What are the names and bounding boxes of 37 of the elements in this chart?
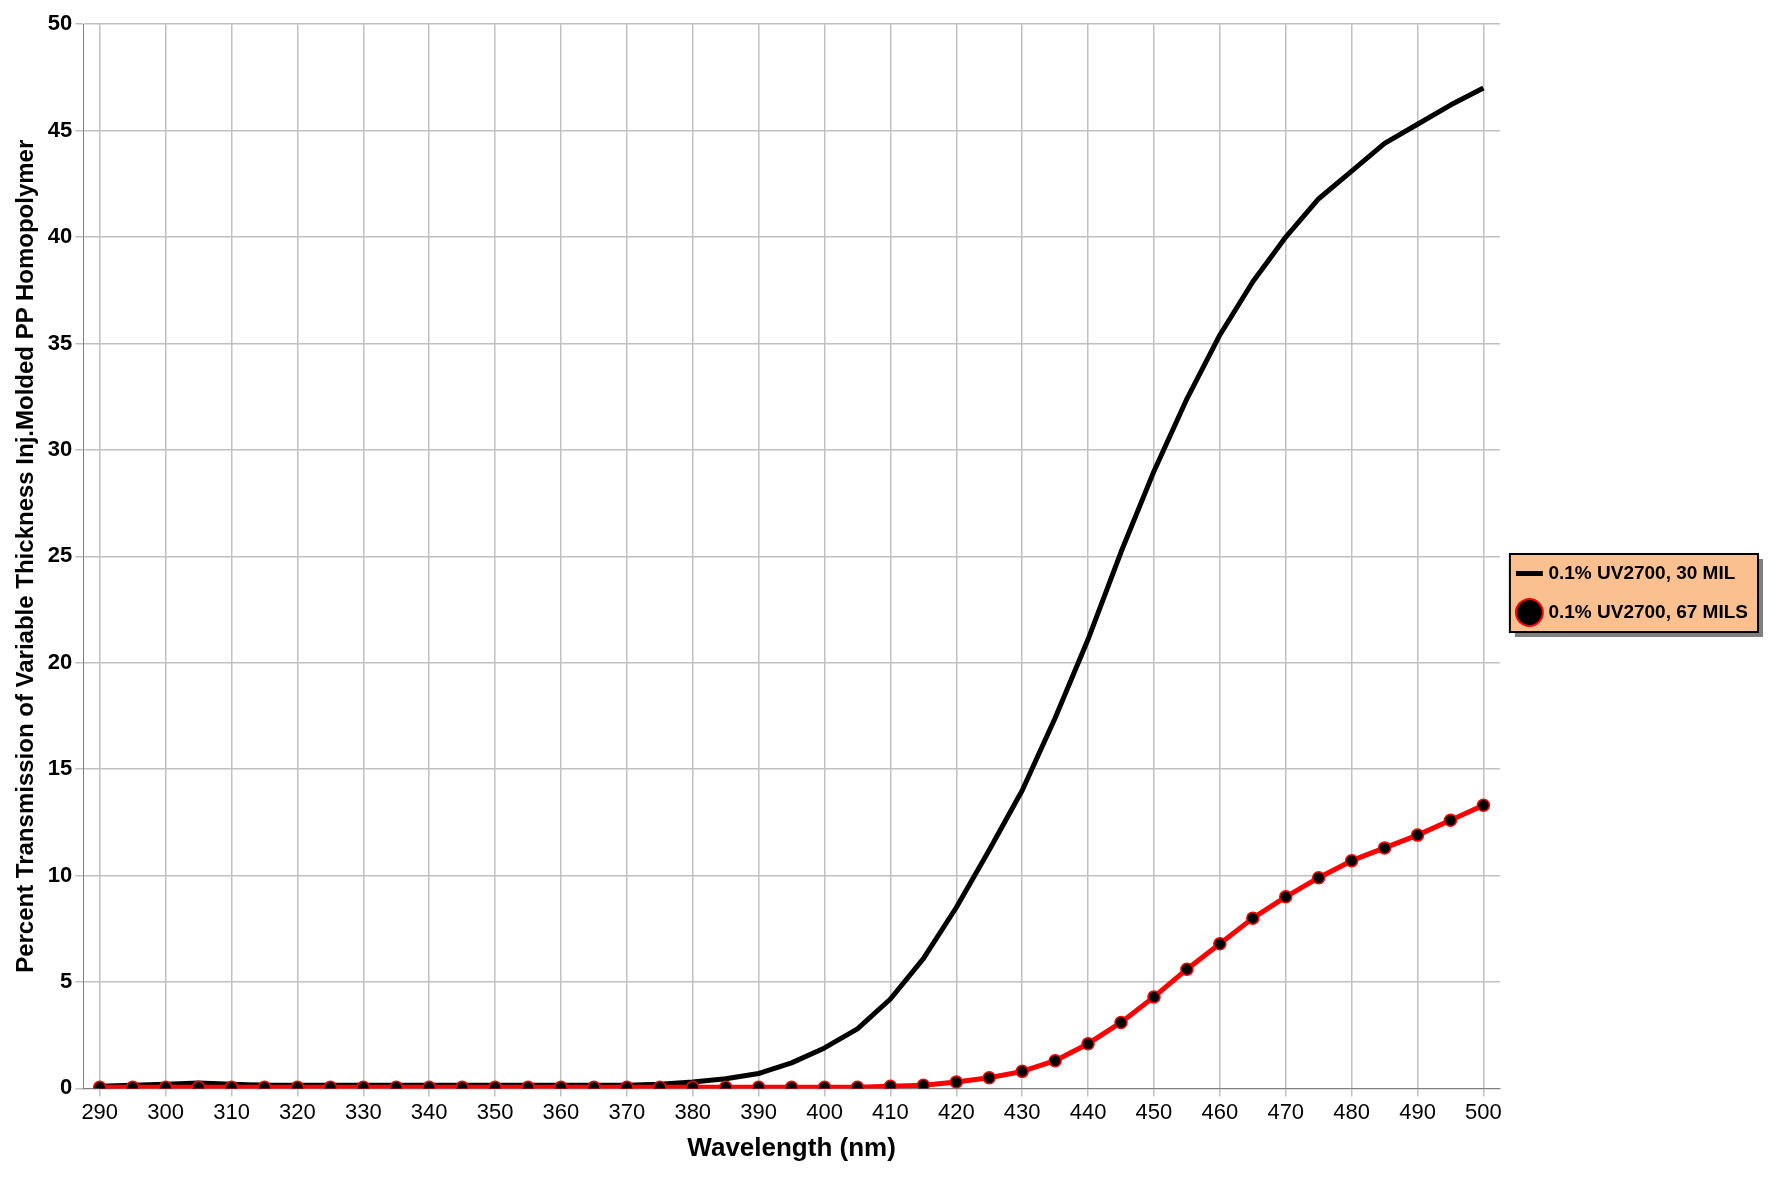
x-tick-label: 310 <box>213 1098 250 1124</box>
y-tick-label: 20 <box>47 648 73 674</box>
x-tick-label: 500 <box>1465 1098 1502 1124</box>
x-tick-label: 420 <box>937 1098 975 1124</box>
x-tick-label: 440 <box>1069 1098 1107 1124</box>
x-tick-label: 300 <box>147 1098 184 1124</box>
x-tick-label: 380 <box>674 1098 712 1124</box>
x-tick-label: 460 <box>1201 1098 1239 1124</box>
y-tick-label: 50 <box>47 10 73 36</box>
x-tick-label: 450 <box>1135 1098 1173 1124</box>
x-tick-label: 290 <box>81 1098 119 1124</box>
x-tick-label: 320 <box>279 1098 316 1124</box>
y-tick-label: 30 <box>47 435 73 461</box>
y-tick-label: 15 <box>47 755 73 781</box>
x-axis-title: Wavelength (nm) <box>687 1131 896 1162</box>
x-tick-label: 400 <box>806 1098 843 1124</box>
x-tick-label: 350 <box>476 1098 514 1124</box>
x-tick-label: 340 <box>410 1098 448 1124</box>
x-tick-label: 370 <box>608 1098 646 1124</box>
y-tick-label: 5 <box>60 968 73 994</box>
x-tick-label: 480 <box>1333 1098 1371 1124</box>
y-tick-label: 45 <box>47 116 73 142</box>
y-tick-label: 35 <box>47 329 73 355</box>
x-tick-label: 470 <box>1267 1098 1305 1124</box>
legend-label: 0.1% UV2700, 30 MIL <box>1548 561 1736 583</box>
x-tick-label: 390 <box>740 1098 777 1124</box>
y-tick-label: 0 <box>60 1074 73 1100</box>
x-tick-label: 490 <box>1399 1098 1436 1124</box>
x-tick-label: 360 <box>542 1098 580 1124</box>
y-tick-label: 40 <box>47 223 73 249</box>
x-tick-label: 410 <box>872 1098 909 1124</box>
legend-label: 0.1% UV2700, 67 MILS <box>1548 600 1749 622</box>
x-tick-label: 430 <box>1003 1098 1041 1124</box>
y-axis-title: Percent Transmission of Variable Thickness Inj.Molded PP Homopolymer <box>11 139 39 973</box>
y-tick-label: 25 <box>47 542 73 568</box>
x-tick-label: 330 <box>344 1098 382 1124</box>
y-tick-label: 10 <box>47 861 73 887</box>
